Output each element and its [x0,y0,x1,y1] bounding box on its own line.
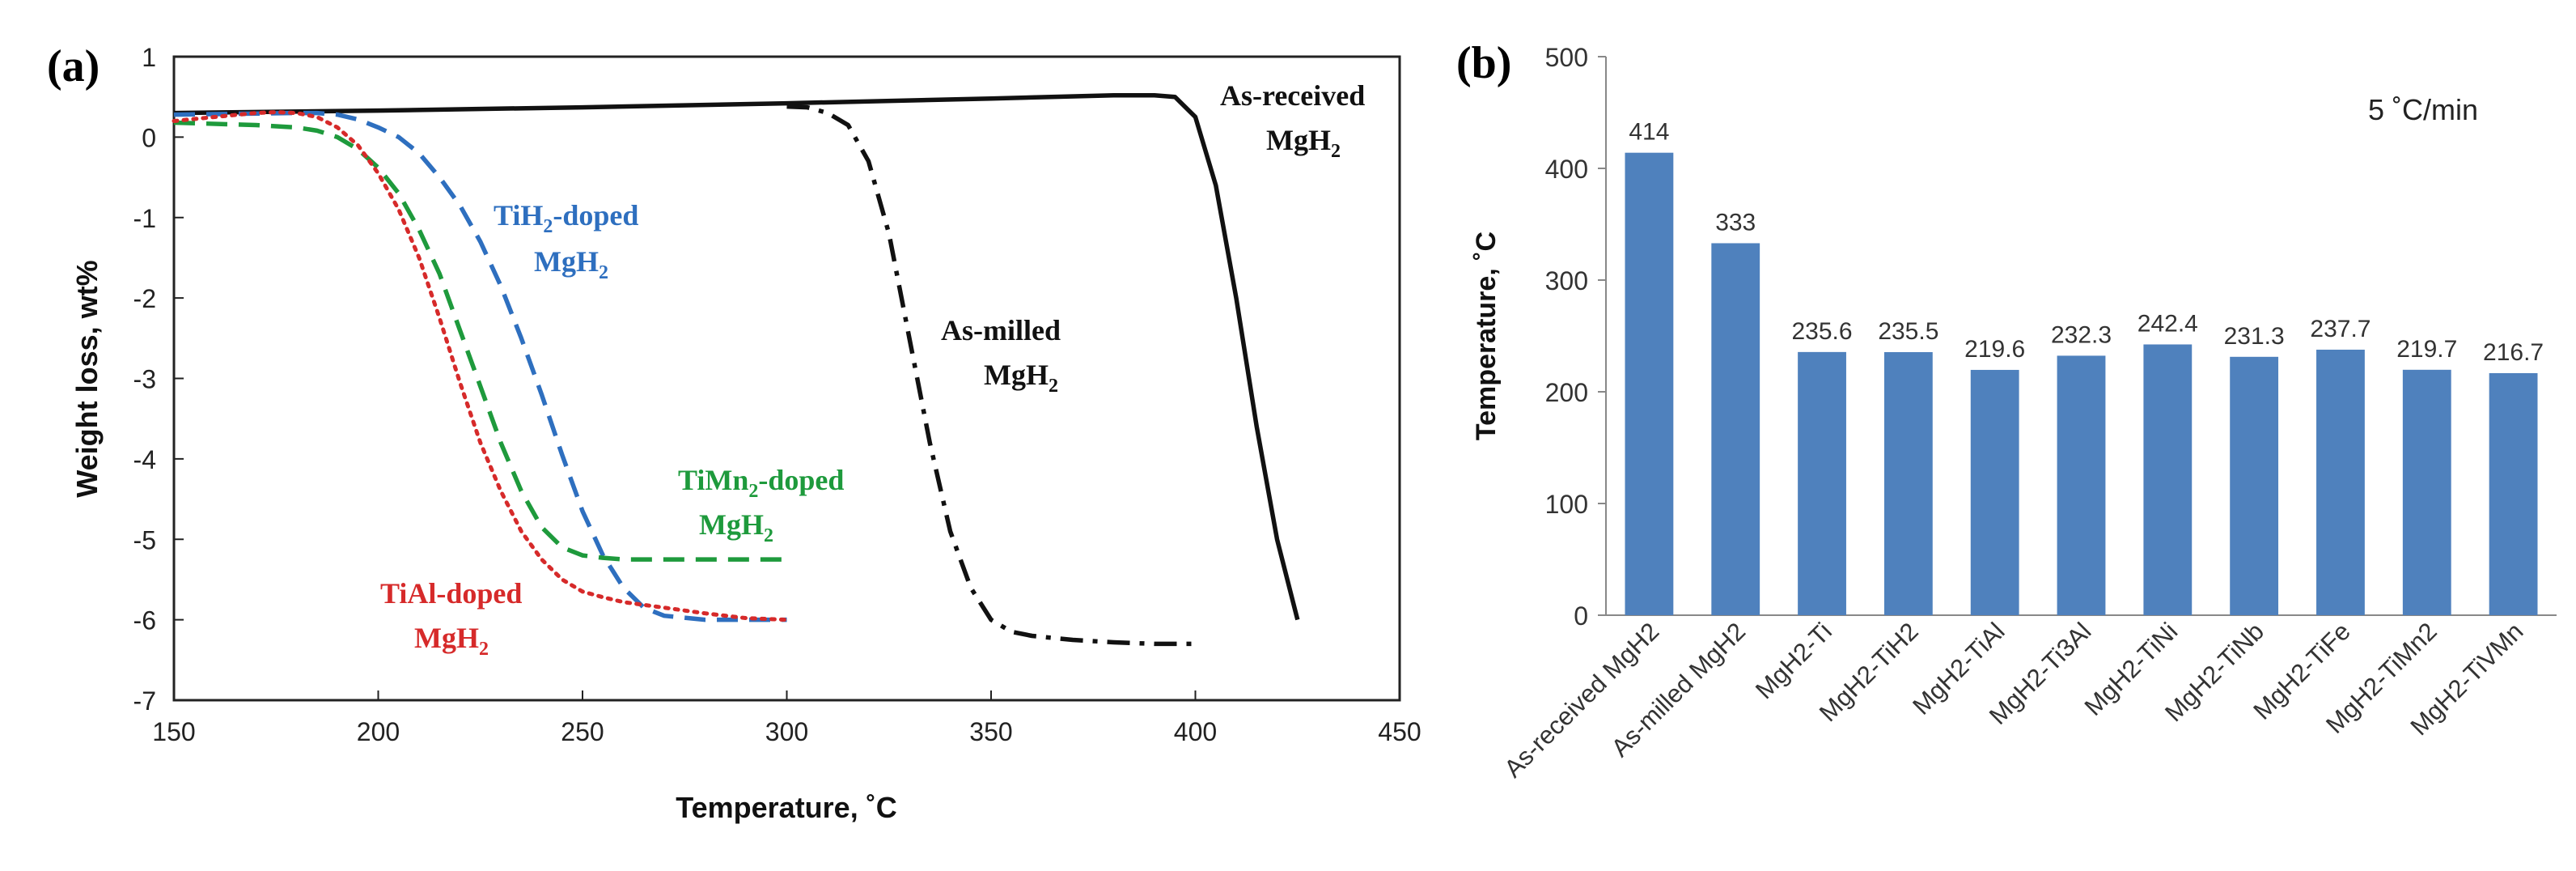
bar-mgh2-ti3al [2057,355,2106,615]
panel-a-y-tick-label: -6 [133,606,156,635]
series-line-as-milled-mgh2 [786,104,1196,647]
label-timn2-line1: TiMn2-doped [678,464,844,502]
label-as-milled-line1: As-milled [941,314,1061,346]
panel-b-y-tick-label: 500 [1545,43,1588,72]
panel-b-y-tick-label: 200 [1545,378,1588,407]
label-tih2-line2: MgH2 [534,245,608,283]
bar-value-label: 219.7 [2396,336,2457,363]
panel-b-y-axis-label: Temperature, ˚C [1471,232,1502,440]
panel-b-y-tick-label: 300 [1545,266,1588,295]
panel-a-series [172,92,1300,647]
label-tial-line2: MgH2 [414,622,489,660]
panel-a-y-tick-label: 0 [142,123,156,152]
panel-b-y-tick-label: 400 [1545,155,1588,184]
bar-value-label: 235.6 [1792,318,1853,345]
panel-a-label: (a) [47,41,100,91]
panel-a-x-tick-label: 400 [1174,717,1217,746]
panel-a-x-ticks: 150 200 250 300 350 400 450 [152,690,1421,746]
panel-b-annotation-rate: 5 ˚C/min [2368,93,2478,126]
bar-mgh2-tih2 [1883,352,1933,615]
label-as-milled-line2: MgH2 [984,359,1058,397]
panel-a-y-tick-label: -4 [133,445,156,474]
bar-value-label: 235.5 [1878,318,1938,345]
panel-a-x-tick-label: 250 [561,717,604,746]
panel-a-x-axis-label: Temperature, ˚C [676,791,896,824]
bar-value-label: 219.6 [1964,336,2025,363]
panel-a-y-ticks: 1 0 -1 -2 -3 -4 -5 -6 -7 [133,43,184,716]
panel-a-y-tick-label: -5 [133,525,156,554]
bar-value-label: 237.7 [2310,316,2371,342]
bar-as-received-mgh2 [1625,152,1674,615]
bar-mgh2-tini [2143,344,2193,615]
bar-mgh2-tife [2316,349,2365,615]
panel-a-line-chart: (a) 1 0 -1 -2 -3 -4 -5 -6 -7 150 200 250 300 350 400 4… [47,41,1421,824]
bar-mgh2-ti [1798,351,1846,615]
bar-category-label: As-received MgH2 [1498,617,1664,783]
panel-a-x-tick-label: 200 [357,717,400,746]
bar-value-label: 414 [1629,119,1669,146]
panel-a-y-tick-label: 1 [142,43,156,72]
bar-as-milled-mgh2 [1711,243,1760,615]
panel-a-y-tick-label: -1 [133,204,156,233]
panel-a-x-tick-label: 300 [765,717,808,746]
panel-a-y-tick-label: -2 [133,284,156,313]
label-as-received-line2: MgH2 [1266,124,1341,162]
panel-a-x-tick-label: 450 [1378,717,1421,746]
series-line-timn2-doped-mgh2 [173,120,787,562]
panel-b-bar-chart: (b) 0 100 200 300 400 500 414 As-received MgH2… [1456,38,2557,783]
panel-b-y-tick-label: 100 [1545,490,1588,519]
bar-value-label: 216.7 [2483,339,2544,366]
panel-b-label: (b) [1456,38,1511,88]
label-timn2-line2: MgH2 [699,508,773,546]
label-tih2-line1: TiH2-doped [494,199,638,237]
panel-a-y-tick-label: -7 [133,686,156,716]
label-as-received-line1: As-received [1220,79,1365,112]
bar-category-label: MgH2-Ti [1750,617,1837,704]
bar-mgh2-tinb [2230,356,2279,615]
bar-mgh2-timn2 [2402,369,2451,615]
series-line-tih2-doped-mgh2 [173,110,787,622]
series-line-as-received-mgh2 [173,92,1300,621]
panel-a-y-axis-label: Weight loss, wt% [70,260,104,497]
bar-mgh2-tivmn [2489,372,2538,615]
bar-value-label: 231.3 [2224,323,2285,350]
panel-b-y-ticks: 0 100 200 300 400 500 [1545,43,1606,631]
panel-a-plot-area [172,55,1401,702]
bar-value-label: 232.3 [2051,321,2112,348]
bar-mgh2-tial [1970,369,2019,615]
bar-value-label: 333 [1715,209,1756,236]
panel-a-x-tick-label: 350 [969,717,1012,746]
panel-b-y-tick-label: 0 [1574,601,1588,631]
panel-a-x-tick-label: 150 [152,717,195,746]
label-tial-line1: TiAl-doped [380,577,522,610]
panel-a-y-tick-label: -3 [133,365,156,394]
bar-value-label: 242.4 [2137,310,2198,337]
